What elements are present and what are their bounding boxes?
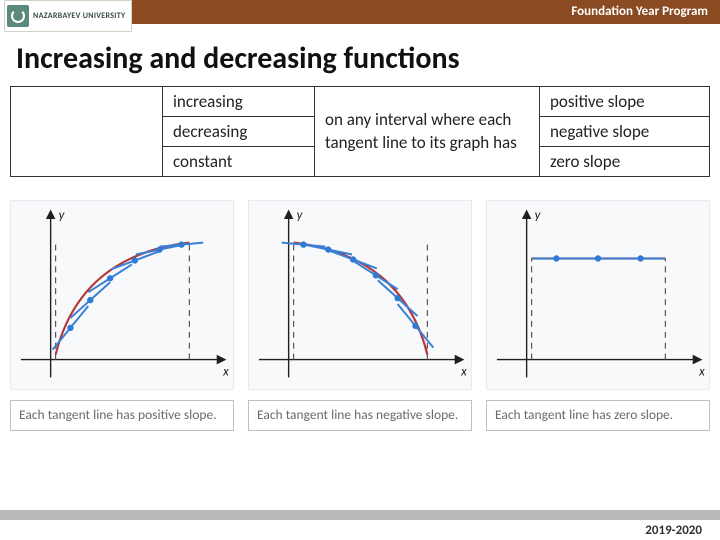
university-logo: NAZARBAYEV UNIVERSITY <box>4 0 132 32</box>
table-cell: decreasing <box>163 117 315 147</box>
slide: NAZARBAYEV UNIVERSITY Foundation Year Pr… <box>0 0 720 540</box>
table-cell: negative slope <box>540 117 710 147</box>
figure-panel: xy Each tangent line has zero slope. <box>486 200 710 431</box>
svg-text:x: x <box>460 364 467 379</box>
footer-year: 2019-2020 <box>645 523 702 538</box>
footer-band <box>0 510 720 520</box>
table-cell-blank <box>11 87 163 177</box>
logo-text: NAZARBAYEV UNIVERSITY <box>33 12 125 20</box>
figures-row: xy Each tangent line has positive slope.… <box>10 200 710 431</box>
plot-increasing: xy <box>10 200 234 390</box>
table-row: increasing on any interval where each ta… <box>11 87 710 117</box>
plot-svg: xy <box>11 201 233 389</box>
figure-caption: Each tangent line has negative slope. <box>248 400 472 431</box>
definition-table: increasing on any interval where each ta… <box>10 86 710 177</box>
logo-mark <box>7 5 29 27</box>
header: NAZARBAYEV UNIVERSITY Foundation Year Pr… <box>0 0 720 34</box>
table-cell-middle: on any interval where each tangent line … <box>315 87 540 177</box>
figure-caption: Each tangent line has zero slope. <box>486 400 710 431</box>
figure-caption: Each tangent line has positive slope. <box>10 400 234 431</box>
svg-text:x: x <box>698 364 705 379</box>
program-label: Foundation Year Program <box>571 4 708 19</box>
plot-constant: xy <box>486 200 710 390</box>
svg-text:y: y <box>297 208 304 223</box>
plot-svg: xy <box>487 201 709 389</box>
figure-panel: xy Each tangent line has positive slope. <box>10 200 234 431</box>
page-title: Increasing and decreasing functions <box>16 40 460 77</box>
plot-svg: xy <box>249 201 471 389</box>
svg-text:y: y <box>59 208 66 223</box>
table-cell: constant <box>163 147 315 177</box>
svg-text:y: y <box>535 208 542 223</box>
table-cell: increasing <box>163 87 315 117</box>
svg-text:x: x <box>222 364 229 379</box>
table-cell: positive slope <box>540 87 710 117</box>
figure-panel: xy Each tangent line has negative slope. <box>248 200 472 431</box>
plot-decreasing: xy <box>248 200 472 390</box>
table-cell: zero slope <box>540 147 710 177</box>
